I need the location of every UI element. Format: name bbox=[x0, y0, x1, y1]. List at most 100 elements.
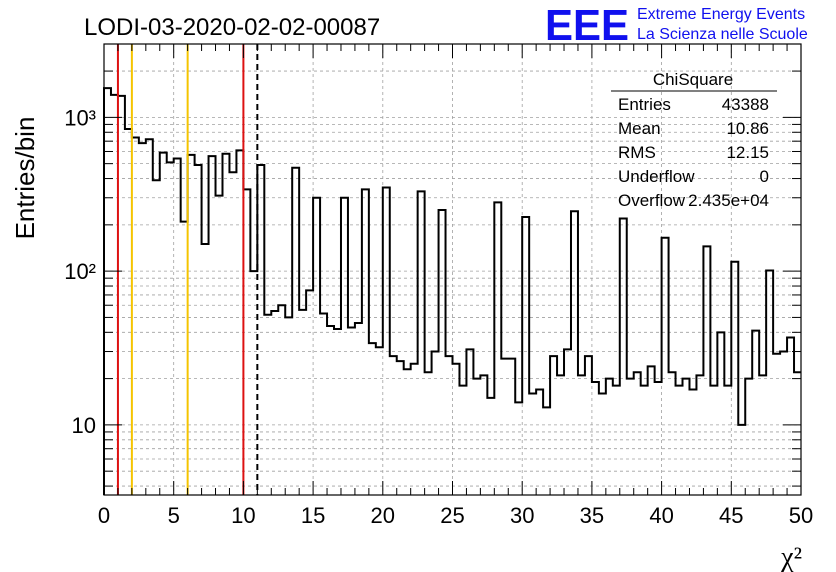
histogram-bin bbox=[766, 270, 773, 495]
x-tick-label: 25 bbox=[440, 503, 464, 528]
histogram-bin bbox=[257, 165, 264, 495]
x-tick-label: 30 bbox=[510, 503, 534, 528]
x-tick-label: 50 bbox=[789, 503, 813, 528]
histogram-bin bbox=[501, 359, 508, 495]
histogram-bin bbox=[369, 343, 376, 495]
histogram-bin bbox=[724, 386, 731, 495]
histogram-bin bbox=[132, 137, 139, 495]
stats-label: Underflow bbox=[618, 167, 695, 186]
stats-label: Entries bbox=[618, 95, 671, 114]
histogram-bin bbox=[299, 310, 306, 495]
histogram-bin bbox=[662, 238, 669, 495]
histogram-bin bbox=[160, 153, 167, 495]
chart-title: LODI-03-2020-02-02-00087 bbox=[84, 14, 380, 41]
histogram-bin bbox=[271, 311, 278, 495]
histogram-bin bbox=[243, 189, 250, 495]
eee-logo-line2: La Scienza nelle Scuole bbox=[637, 26, 808, 43]
histogram-bin bbox=[306, 290, 313, 495]
histogram-bin bbox=[355, 323, 362, 495]
histogram-bin bbox=[278, 305, 285, 495]
histogram-bin bbox=[745, 379, 752, 495]
histogram-bin bbox=[578, 375, 585, 495]
x-tick-labels: 0 5 10 15 20 25 30 35 40 45 50 bbox=[98, 503, 813, 528]
histogram-bin bbox=[285, 317, 292, 495]
x-tick-label: 20 bbox=[371, 503, 395, 528]
histogram-bin bbox=[731, 262, 738, 495]
histogram-bin bbox=[153, 180, 160, 495]
histogram-bin bbox=[571, 211, 578, 495]
x-tick-label: 15 bbox=[301, 503, 325, 528]
histogram-bin bbox=[348, 327, 355, 495]
histogram-bin bbox=[404, 369, 411, 495]
histogram-bin bbox=[641, 386, 648, 495]
histogram-bins bbox=[103, 87, 801, 495]
histogram-bin bbox=[425, 372, 432, 495]
histogram-bin bbox=[320, 314, 327, 495]
histogram-bin bbox=[564, 349, 571, 495]
stats-title: ChiSquare bbox=[653, 70, 733, 89]
histogram-bin bbox=[487, 398, 494, 495]
histogram-bin bbox=[543, 407, 550, 495]
histogram-bin bbox=[390, 356, 397, 495]
y-tick-label: 10³ bbox=[64, 105, 96, 130]
histogram-bin bbox=[522, 217, 529, 495]
histogram-bin bbox=[585, 356, 592, 495]
histogram-bin bbox=[195, 165, 202, 495]
histogram-bin bbox=[620, 218, 627, 495]
histogram-bin bbox=[710, 386, 717, 495]
stats-label: Mean bbox=[618, 119, 661, 138]
histogram-bin bbox=[216, 196, 223, 495]
axis-ticks bbox=[103, 43, 802, 495]
histogram-bin bbox=[703, 246, 710, 495]
histogram-bin bbox=[515, 402, 522, 495]
histogram-bin bbox=[118, 96, 125, 495]
histogram-bin bbox=[683, 379, 690, 495]
histogram-bin bbox=[780, 352, 787, 495]
histogram-bin bbox=[341, 198, 348, 495]
stats-value: 10.86 bbox=[726, 119, 769, 138]
histogram-bin bbox=[759, 375, 766, 495]
histogram-bin bbox=[453, 364, 460, 495]
histogram-bin bbox=[174, 159, 181, 495]
stats-value: 2.435e+04 bbox=[688, 191, 769, 210]
histogram-bin bbox=[383, 187, 390, 495]
histogram-bin bbox=[606, 379, 613, 495]
histogram-bin bbox=[439, 210, 446, 495]
histogram-bin bbox=[362, 189, 369, 495]
histogram-bin bbox=[480, 375, 487, 495]
histogram-bin bbox=[689, 389, 696, 495]
histogram-bin bbox=[146, 139, 153, 495]
histogram-bin bbox=[655, 382, 662, 495]
y-tick-labels: 10 10² 10³ bbox=[64, 105, 96, 438]
x-tick-label: 10 bbox=[231, 503, 255, 528]
histogram-bin bbox=[446, 356, 453, 495]
threshold-lines bbox=[116, 44, 259, 495]
histogram-bin bbox=[188, 155, 195, 495]
stats-value: 12.15 bbox=[726, 143, 769, 162]
histogram-bin bbox=[634, 372, 641, 495]
histogram-bin bbox=[229, 172, 236, 495]
histogram-bin bbox=[250, 271, 257, 495]
histogram-bin bbox=[592, 382, 599, 495]
histogram-bin bbox=[648, 366, 655, 495]
histogram-bin bbox=[752, 331, 759, 495]
y-tick-label: 10² bbox=[64, 259, 96, 284]
stats-label: Overflow bbox=[618, 191, 686, 210]
x-axis-title: χ² bbox=[780, 542, 802, 572]
histogram-bin bbox=[125, 129, 132, 495]
stats-label: RMS bbox=[618, 143, 656, 162]
histogram-bin bbox=[202, 244, 209, 495]
histogram-bin bbox=[773, 354, 780, 495]
histogram-bin bbox=[473, 379, 480, 495]
y-axis-title: Entries/bin bbox=[10, 117, 40, 240]
y-tick-label: 10 bbox=[72, 413, 96, 438]
histogram-bin bbox=[627, 379, 634, 495]
histogram-bin bbox=[411, 364, 418, 495]
histogram-bin bbox=[599, 394, 606, 495]
histogram-bin bbox=[676, 386, 683, 495]
histogram-bin bbox=[717, 332, 724, 495]
histogram-bin bbox=[550, 356, 557, 495]
histogram-bin bbox=[459, 386, 466, 495]
stats-value: 43388 bbox=[722, 95, 769, 114]
